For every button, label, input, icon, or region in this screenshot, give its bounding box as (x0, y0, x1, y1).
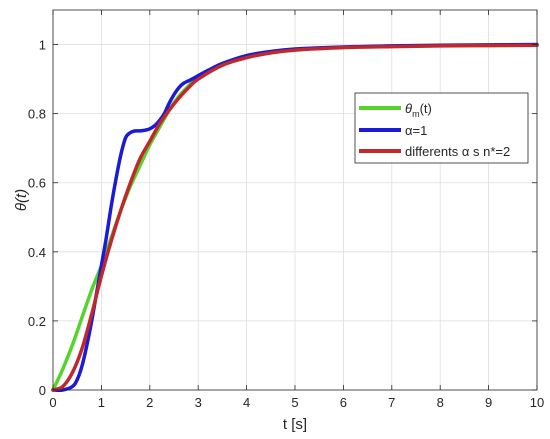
legend-label-differents-greek: α (462, 144, 470, 159)
x-tick-label: 5 (291, 395, 298, 410)
legend-label-differents-pre: differents (405, 144, 462, 159)
y-tick-label: 0.8 (28, 107, 46, 122)
legend-label-differents: differents α s n*=2 (405, 144, 510, 159)
x-tick-label: 10 (530, 395, 544, 410)
y-tick-labels: 0 0.2 0.4 0.6 0.8 1 (28, 38, 46, 398)
y-tick-label: 0 (39, 383, 46, 398)
y-axis-label: θ(t) (13, 189, 30, 211)
x-tick-label: 8 (437, 395, 444, 410)
series-line-differents (51, 43, 539, 392)
x-tick-label: 3 (195, 395, 202, 410)
y-tick-label: 0.6 (28, 176, 46, 191)
x-tick-label: 1 (98, 395, 105, 410)
x-tick-label: 2 (146, 395, 153, 410)
x-tick-label: 0 (49, 395, 56, 410)
legend: θm(t) α=1 differents α s n*=2 (354, 92, 529, 164)
y-tick-label: 0.2 (28, 314, 46, 329)
legend-label-alpha-1: α=1 (405, 123, 427, 138)
ticks (52, 10, 538, 391)
legend-label-theta-m: θm(t) (405, 101, 432, 119)
y-tick-label: 1 (39, 38, 46, 53)
legend-label-theta-m-sub: m (412, 109, 420, 119)
legend-label-differents-post: s n*=2 (469, 144, 510, 159)
y-tick-label: 0.4 (28, 245, 46, 260)
x-axis-label: t [s] (283, 416, 307, 433)
x-tick-labels: 0 1 2 3 4 5 6 7 8 9 10 (49, 395, 544, 410)
series-layer (51, 42, 539, 393)
x-tick-label: 7 (388, 395, 395, 410)
legend-label-theta-m-base: θ (405, 101, 412, 116)
legend-label-theta-m-tail: (t) (420, 101, 432, 116)
x-tick-label: 9 (485, 395, 492, 410)
x-tick-label: 4 (243, 395, 250, 410)
x-tick-label: 6 (340, 395, 347, 410)
